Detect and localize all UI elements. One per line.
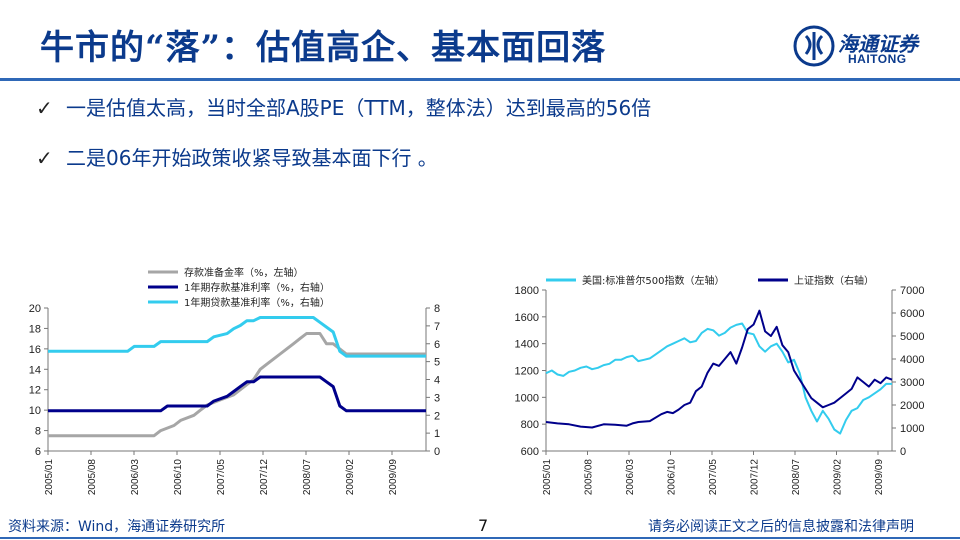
logo-chinese-name: 海通证券 (838, 32, 918, 56)
right-tick-label: 7 (434, 321, 440, 333)
right-tick-label: 4000 (900, 354, 924, 366)
right-tick-label: 5000 (900, 331, 924, 343)
x-tick-label: 2005/08 (87, 459, 98, 496)
x-tick-label: 2008/07 (302, 459, 313, 496)
left-tick-label: 8 (35, 426, 41, 438)
x-tick-label: 2007/12 (259, 459, 270, 496)
x-tick-label: 2009/02 (833, 459, 844, 496)
left-tick-label: 1200 (515, 366, 539, 378)
x-tick-label: 2009/09 (388, 459, 399, 496)
left-tick-label: 20 (29, 303, 41, 315)
right-tick-label: 1000 (900, 423, 924, 435)
check-icon: ✓ (36, 146, 53, 170)
left-tick-label: 1600 (515, 312, 539, 324)
legend-label-1: 美国:标准普尔500指数（左轴） (582, 274, 724, 287)
left-tick-label: 14 (29, 364, 41, 376)
left-tick-label: 1000 (515, 392, 539, 404)
series-line-1 (48, 332, 426, 438)
left-tick-label: 800 (521, 419, 539, 431)
stock-index-chart: 600 800 1000 1200 1400 1600 1800 0 1000 2000 3000 4… (515, 274, 925, 496)
series-line-1 (545, 322, 892, 435)
x-tick-label: 2008/07 (791, 459, 802, 496)
x-tick-label: 2009/09 (874, 459, 885, 496)
right-tick-label: 7000 (900, 285, 924, 297)
right-tick-label: 2 (434, 410, 440, 422)
x-tick-label: 2006/10 (173, 459, 184, 496)
x-tick-label: 2005/08 (584, 459, 595, 496)
x-tick-label: 2006/03 (130, 459, 141, 496)
left-tick-label: 16 (29, 344, 41, 356)
right-tick-label: 5 (434, 357, 440, 369)
footer-disclaimer: 请务必阅读正文之后的信息披露和法律声明 (648, 519, 914, 535)
right-tick-label: 6 (434, 339, 440, 351)
right-tick-label: 8 (434, 303, 440, 315)
right-tick-label: 0 (434, 446, 440, 458)
legend-label-2: 1年期存款基准利率（%，右轴） (184, 281, 330, 294)
logo-english-name: HAITONG (848, 52, 907, 66)
bullet-2: ✓ 二是06年开始政策收紧导致基本面下行 。 (36, 142, 438, 171)
series-line-2 (48, 375, 426, 413)
right-tick-label: 3000 (900, 377, 924, 389)
x-tick-label: 2007/12 (750, 459, 761, 496)
x-tick-label: 2006/10 (667, 459, 678, 496)
legend-label-1: 存款准备金率（%，左轴） (184, 266, 304, 279)
x-tick-label: 2005/01 (44, 459, 55, 496)
check-icon: ✓ (36, 96, 53, 120)
right-tick-label: 0 (900, 446, 906, 458)
left-tick-label: 1400 (515, 339, 539, 351)
series-line-3 (48, 316, 426, 358)
bullet-1: ✓ 一是估值太高，当时全部A股PE（TTM，整体法）达到最高的56倍 (36, 92, 651, 121)
left-tick-label: 1800 (515, 285, 539, 297)
page-title: 牛市的“落”：估值高企、基本面回落 (40, 28, 607, 68)
right-tick-label: 3 (434, 392, 440, 404)
haitong-emblem-icon (793, 25, 835, 67)
x-tick-label: 2007/05 (216, 459, 227, 496)
right-tick-label: 2000 (900, 400, 924, 412)
x-tick-label: 2005/01 (542, 459, 553, 496)
legend-label-3: 1年期贷款基准利率（%，右轴） (184, 296, 330, 309)
series-line-2 (545, 309, 893, 429)
x-tick-label: 2006/03 (625, 459, 636, 496)
right-tick-label: 1 (434, 428, 440, 440)
left-tick-label: 12 (29, 385, 41, 397)
legend-label-2: 上证指数（右轴） (794, 274, 874, 287)
bullet-1-text: 一是估值太高，当时全部A股PE（TTM，整体法）达到最高的56倍 (66, 96, 652, 120)
left-tick-label: 600 (521, 446, 539, 458)
page-number: 7 (478, 516, 489, 535)
haitong-logo: 海通证券 HAITONG (792, 24, 942, 70)
title-divider (0, 78, 960, 81)
left-tick-label: 10 (29, 405, 41, 417)
footer-divider (0, 537, 960, 539)
x-tick-label: 2007/05 (708, 459, 719, 496)
right-tick-label: 4 (434, 375, 440, 387)
footer-source: 资料来源：Wind，海通证券研究所 (8, 519, 226, 535)
left-tick-label: 6 (35, 446, 41, 458)
left-tick-label: 18 (29, 323, 41, 335)
right-tick-label: 6000 (900, 308, 924, 320)
x-tick-label: 2009/02 (345, 459, 356, 496)
bullet-2-text: 二是06年开始政策收紧导致基本面下行 。 (66, 146, 438, 170)
